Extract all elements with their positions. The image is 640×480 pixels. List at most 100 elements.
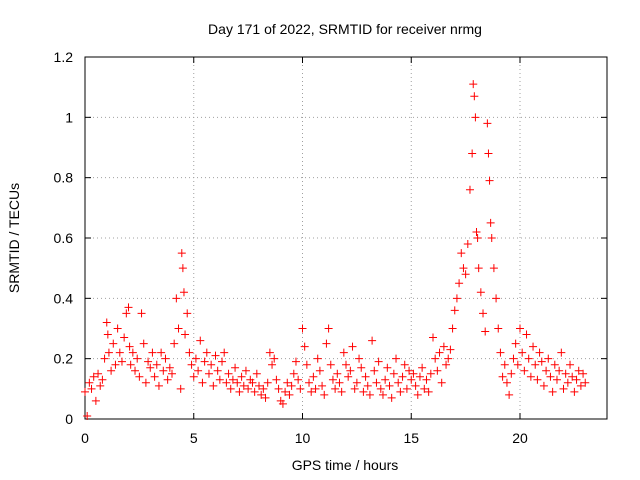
data-point <box>255 381 263 390</box>
x-tick-label: 15 <box>403 430 419 446</box>
data-point <box>542 366 551 375</box>
data-point <box>407 375 416 384</box>
data-point <box>85 378 94 387</box>
data-point <box>446 345 455 354</box>
data-point <box>181 330 190 339</box>
data-point <box>272 375 281 384</box>
data-point <box>484 149 493 158</box>
data-point <box>220 348 229 357</box>
data-point <box>324 324 333 333</box>
data-point <box>83 411 92 420</box>
data-point <box>294 375 303 384</box>
data-point <box>187 360 196 369</box>
data-point <box>233 378 242 387</box>
data-point <box>487 234 496 242</box>
data-point <box>102 318 111 327</box>
data-point <box>115 348 124 357</box>
data-point <box>537 357 546 366</box>
data-point <box>263 378 272 387</box>
data-point <box>161 354 170 363</box>
data-point <box>507 369 516 378</box>
data-point <box>496 348 505 357</box>
y-tick-label: 0.4 <box>54 290 74 306</box>
data-point <box>322 339 331 348</box>
data-point <box>413 390 422 399</box>
data-series-srmtid <box>81 80 590 420</box>
data-point <box>574 366 583 375</box>
data-point <box>91 396 100 405</box>
data-point <box>568 372 577 381</box>
data-point <box>176 384 185 393</box>
data-point <box>111 360 120 369</box>
data-point <box>570 387 579 396</box>
data-point <box>198 378 207 387</box>
data-point <box>337 387 346 396</box>
data-point <box>450 306 459 315</box>
data-point <box>274 384 283 393</box>
data-point <box>516 324 524 333</box>
data-point <box>365 390 374 399</box>
data-point <box>418 363 427 372</box>
data-point <box>552 375 561 384</box>
data-point <box>122 309 131 318</box>
data-point <box>125 342 134 351</box>
data-point <box>463 240 472 249</box>
data-point <box>424 387 433 396</box>
data-point <box>385 381 394 390</box>
data-point <box>144 357 153 366</box>
data-point <box>241 366 250 375</box>
data-point <box>402 384 411 393</box>
data-point <box>237 372 246 381</box>
data-point <box>178 264 187 273</box>
data-point <box>381 375 390 384</box>
data-point <box>148 348 157 357</box>
data-point <box>257 390 266 399</box>
data-point <box>222 378 231 387</box>
data-point <box>415 372 424 381</box>
data-point <box>302 360 311 369</box>
data-point <box>226 384 235 393</box>
y-tick-label: 0.8 <box>54 170 74 186</box>
data-point <box>357 363 366 372</box>
data-point <box>228 375 237 384</box>
data-point <box>448 324 457 333</box>
y-axis: 0 0.2 0.4 0.6 0.8 1 1.2 <box>54 49 607 427</box>
data-point <box>572 375 581 384</box>
data-point <box>300 342 309 351</box>
data-point <box>544 354 553 363</box>
x-tick-label: 5 <box>190 430 198 446</box>
data-point <box>350 384 359 393</box>
data-point <box>502 378 511 387</box>
y-axis-label: SRMTID / TECUs <box>6 183 22 293</box>
data-point <box>131 366 140 375</box>
x-tick-label: 10 <box>295 430 311 446</box>
data-point <box>109 339 118 348</box>
data-point <box>87 384 96 393</box>
data-point <box>104 348 113 357</box>
data-point <box>426 369 435 378</box>
data-point <box>196 336 205 345</box>
data-point <box>305 378 314 387</box>
data-point <box>389 369 398 378</box>
data-point <box>124 303 133 312</box>
data-point <box>457 249 466 258</box>
data-point <box>579 369 588 378</box>
y-tick-label: 1 <box>65 109 73 125</box>
data-point <box>469 80 478 89</box>
data-point <box>455 279 464 288</box>
data-point <box>348 342 357 351</box>
data-point <box>439 342 448 351</box>
data-point <box>133 354 142 363</box>
data-point <box>429 333 437 342</box>
gridlines <box>85 57 607 419</box>
data-point <box>363 381 372 390</box>
data-point <box>383 363 392 372</box>
data-point <box>352 378 361 387</box>
data-point <box>307 387 316 396</box>
data-point <box>529 342 538 351</box>
data-point <box>511 339 520 348</box>
data-point <box>239 381 248 390</box>
data-point <box>244 384 253 393</box>
data-point <box>561 369 570 378</box>
data-point <box>189 372 198 381</box>
